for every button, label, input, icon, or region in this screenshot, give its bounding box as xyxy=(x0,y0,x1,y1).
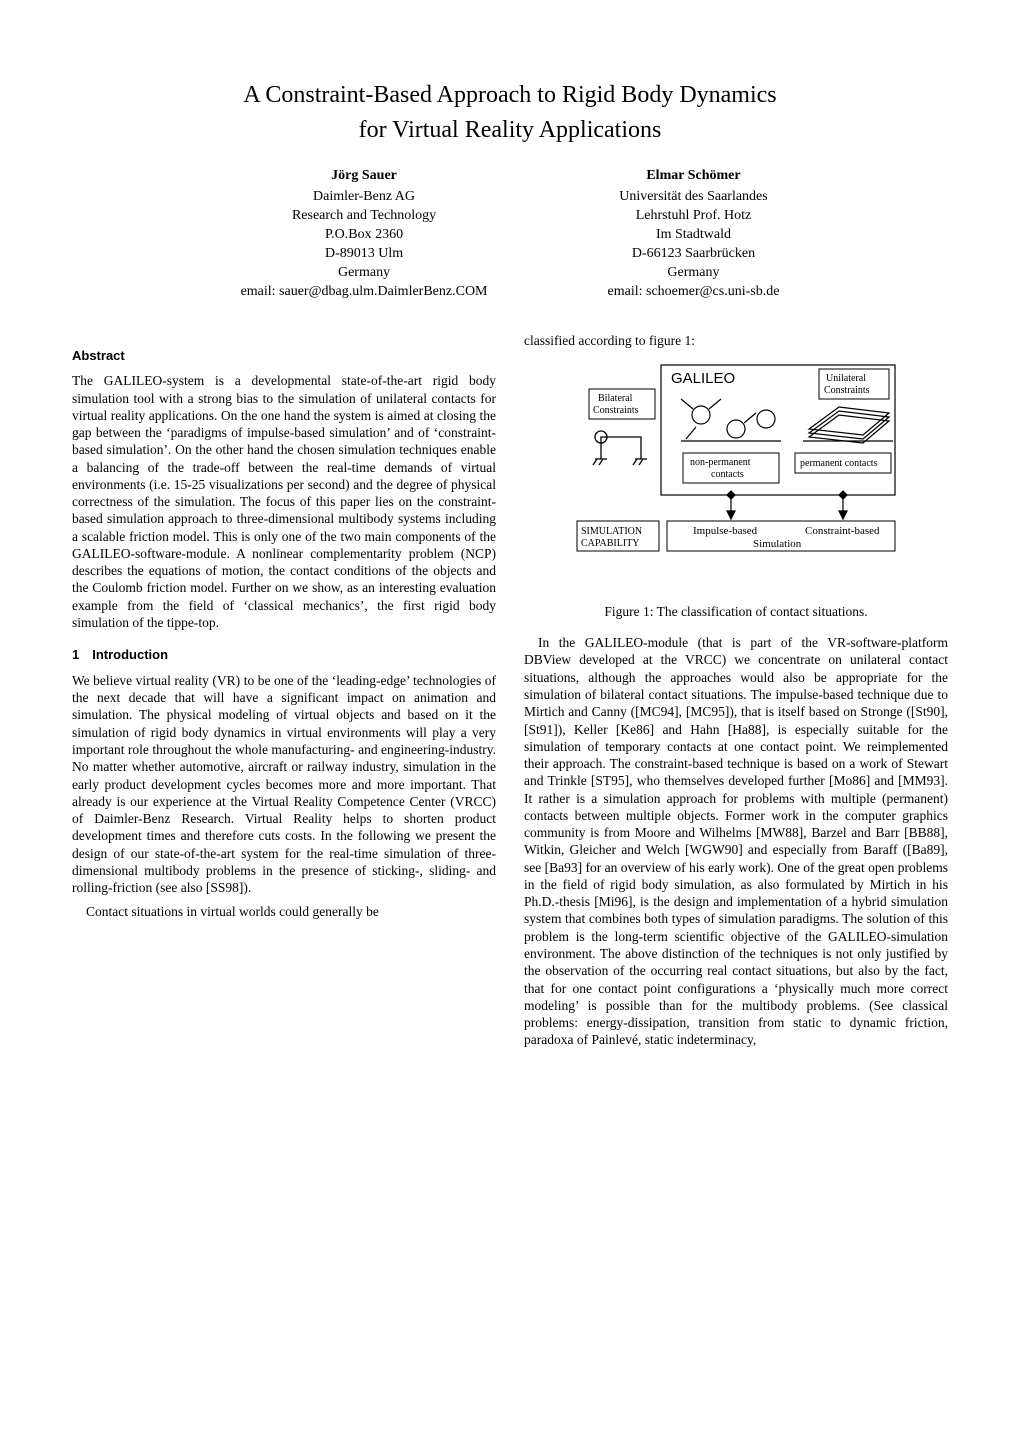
author2-affil-4: Germany xyxy=(608,264,780,283)
simulation-label: Simulation xyxy=(753,538,802,550)
nonperm-box-line1: non-permanent xyxy=(690,457,751,468)
figure-1: GALILEO Unilateral Constraints Bilateral… xyxy=(524,359,948,620)
author1-affil-2: P.O.Box 2360 xyxy=(241,226,488,245)
unilateral-box-line2: Constraints xyxy=(824,385,870,396)
bilateral-icon xyxy=(593,431,647,465)
author1-affil-5: email: sauer@dbag.ulm.DaimlerBenz.COM xyxy=(241,283,488,302)
author-block-1: Jörg Sauer Daimler-Benz AG Research and … xyxy=(241,167,488,301)
abstract-heading: Abstract xyxy=(72,348,496,365)
figure-1-diagram: GALILEO Unilateral Constraints Bilateral… xyxy=(571,359,901,589)
intro-para-1: We believe virtual reality (VR) to be on… xyxy=(72,672,496,896)
author2-affil-1: Lehrstuhl Prof. Hotz xyxy=(608,207,780,226)
two-column-body: Abstract The GALILEO-system is a develop… xyxy=(72,332,948,1056)
author1-affil-0: Daimler-Benz AG xyxy=(241,188,488,207)
constraint-label: Constraint-based xyxy=(805,525,880,537)
abstract-text: The GALILEO-system is a developmental st… xyxy=(72,372,496,631)
figure-1-caption: Figure 1: The classification of contact … xyxy=(524,603,948,620)
author-block-2: Elmar Schömer Universität des Saarlandes… xyxy=(608,167,780,301)
author1-name: Jörg Sauer xyxy=(241,167,488,186)
paper-title-line2: for Virtual Reality Applications xyxy=(72,115,948,146)
author2-affil-3: D-66123 Saarbrücken xyxy=(608,245,780,264)
impulse-label: Impulse-based xyxy=(693,525,758,537)
author2-affil-0: Universität des Saarlandes xyxy=(608,188,780,207)
nonperm-box-line2: contacts xyxy=(711,469,744,480)
author2-affil-5: email: schoemer@cs.uni-sb.de xyxy=(608,283,780,302)
author2-affil-2: Im Stadtwald xyxy=(608,226,780,245)
author1-affil-4: Germany xyxy=(241,264,488,283)
intro-para-2: Contact situations in virtual worlds cou… xyxy=(72,903,496,920)
intro-heading: 1 Introduction xyxy=(72,647,496,664)
author2-name: Elmar Schömer xyxy=(608,167,780,186)
nonpermanent-icon xyxy=(681,399,781,441)
bilateral-box-line2: Constraints xyxy=(593,405,639,416)
author1-affil-3: D-89013 Ulm xyxy=(241,245,488,264)
unilateral-box-line1: Unilateral xyxy=(826,373,866,384)
permanent-icon xyxy=(803,407,893,443)
galileo-label: GALILEO xyxy=(671,370,735,387)
author1-affil-1: Research and Technology xyxy=(241,207,488,226)
authors-row: Jörg Sauer Daimler-Benz AG Research and … xyxy=(72,167,948,301)
right-column: classified according to figure 1: GALILE… xyxy=(524,332,948,1056)
rightcol-lead: classified according to figure 1: xyxy=(524,332,948,349)
rightcol-body: In the GALILEO-module (that is part of t… xyxy=(524,634,948,1048)
paper-title-line1: A Constraint-Based Approach to Rigid Bod… xyxy=(72,80,948,111)
perm-box-line: permanent contacts xyxy=(800,458,878,469)
bilateral-box-line1: Bilateral xyxy=(598,393,633,404)
simcap-box-line2: CAPABILITY xyxy=(581,538,640,549)
left-column: Abstract The GALILEO-system is a develop… xyxy=(72,332,496,1056)
simcap-box-line1: SIMULATION xyxy=(581,526,642,537)
